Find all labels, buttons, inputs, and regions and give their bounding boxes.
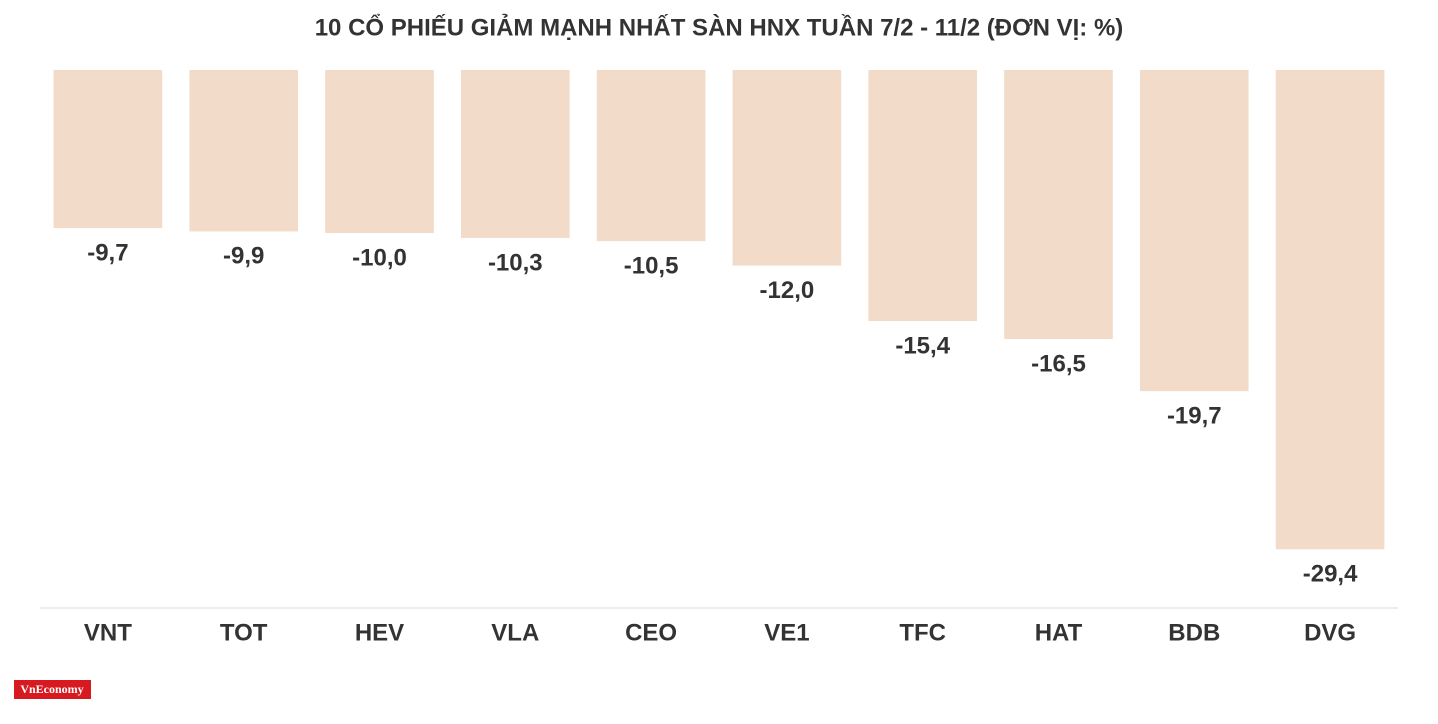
- bar: [1275, 70, 1385, 550]
- bar: [53, 70, 163, 229]
- x-tick-label: HEV: [355, 619, 404, 646]
- chart-title: 10 CỔ PHIẾU GIẢM MẠNH NHẤT SÀN HNX TUẦN …: [315, 12, 1124, 41]
- logo-box: [14, 680, 91, 699]
- bar: [189, 70, 299, 232]
- data-label: -16,5: [1031, 350, 1086, 377]
- x-tick-label: TFC: [899, 619, 946, 646]
- bar: [868, 70, 978, 322]
- data-label: -10,0: [352, 244, 407, 271]
- bar: [596, 70, 706, 242]
- data-label: -29,4: [1303, 561, 1358, 588]
- bar: [460, 70, 570, 238]
- x-tick-label: DVG: [1304, 619, 1356, 646]
- data-label: -12,0: [760, 277, 815, 304]
- x-tick-label: VNT: [84, 619, 132, 646]
- x-tick-label: TOT: [220, 619, 268, 646]
- data-label: -15,4: [895, 332, 950, 359]
- bar: [1139, 70, 1249, 392]
- data-label: -10,5: [624, 253, 679, 280]
- x-tick-label: CEO: [625, 619, 677, 646]
- logo: VnEconomy: [20, 682, 83, 696]
- x-tick-label: BDB: [1168, 619, 1220, 646]
- data-label: -10,3: [488, 249, 543, 276]
- data-label: -19,7: [1167, 403, 1222, 430]
- data-label: -9,7: [87, 239, 128, 266]
- x-tick-label: VE1: [764, 619, 809, 646]
- data-label: -9,9: [223, 243, 264, 270]
- bar: [325, 70, 434, 234]
- bar: [732, 70, 842, 266]
- bar: [1004, 70, 1113, 339]
- x-tick-label: VLA: [491, 619, 539, 646]
- x-tick-label: HAT: [1035, 619, 1083, 646]
